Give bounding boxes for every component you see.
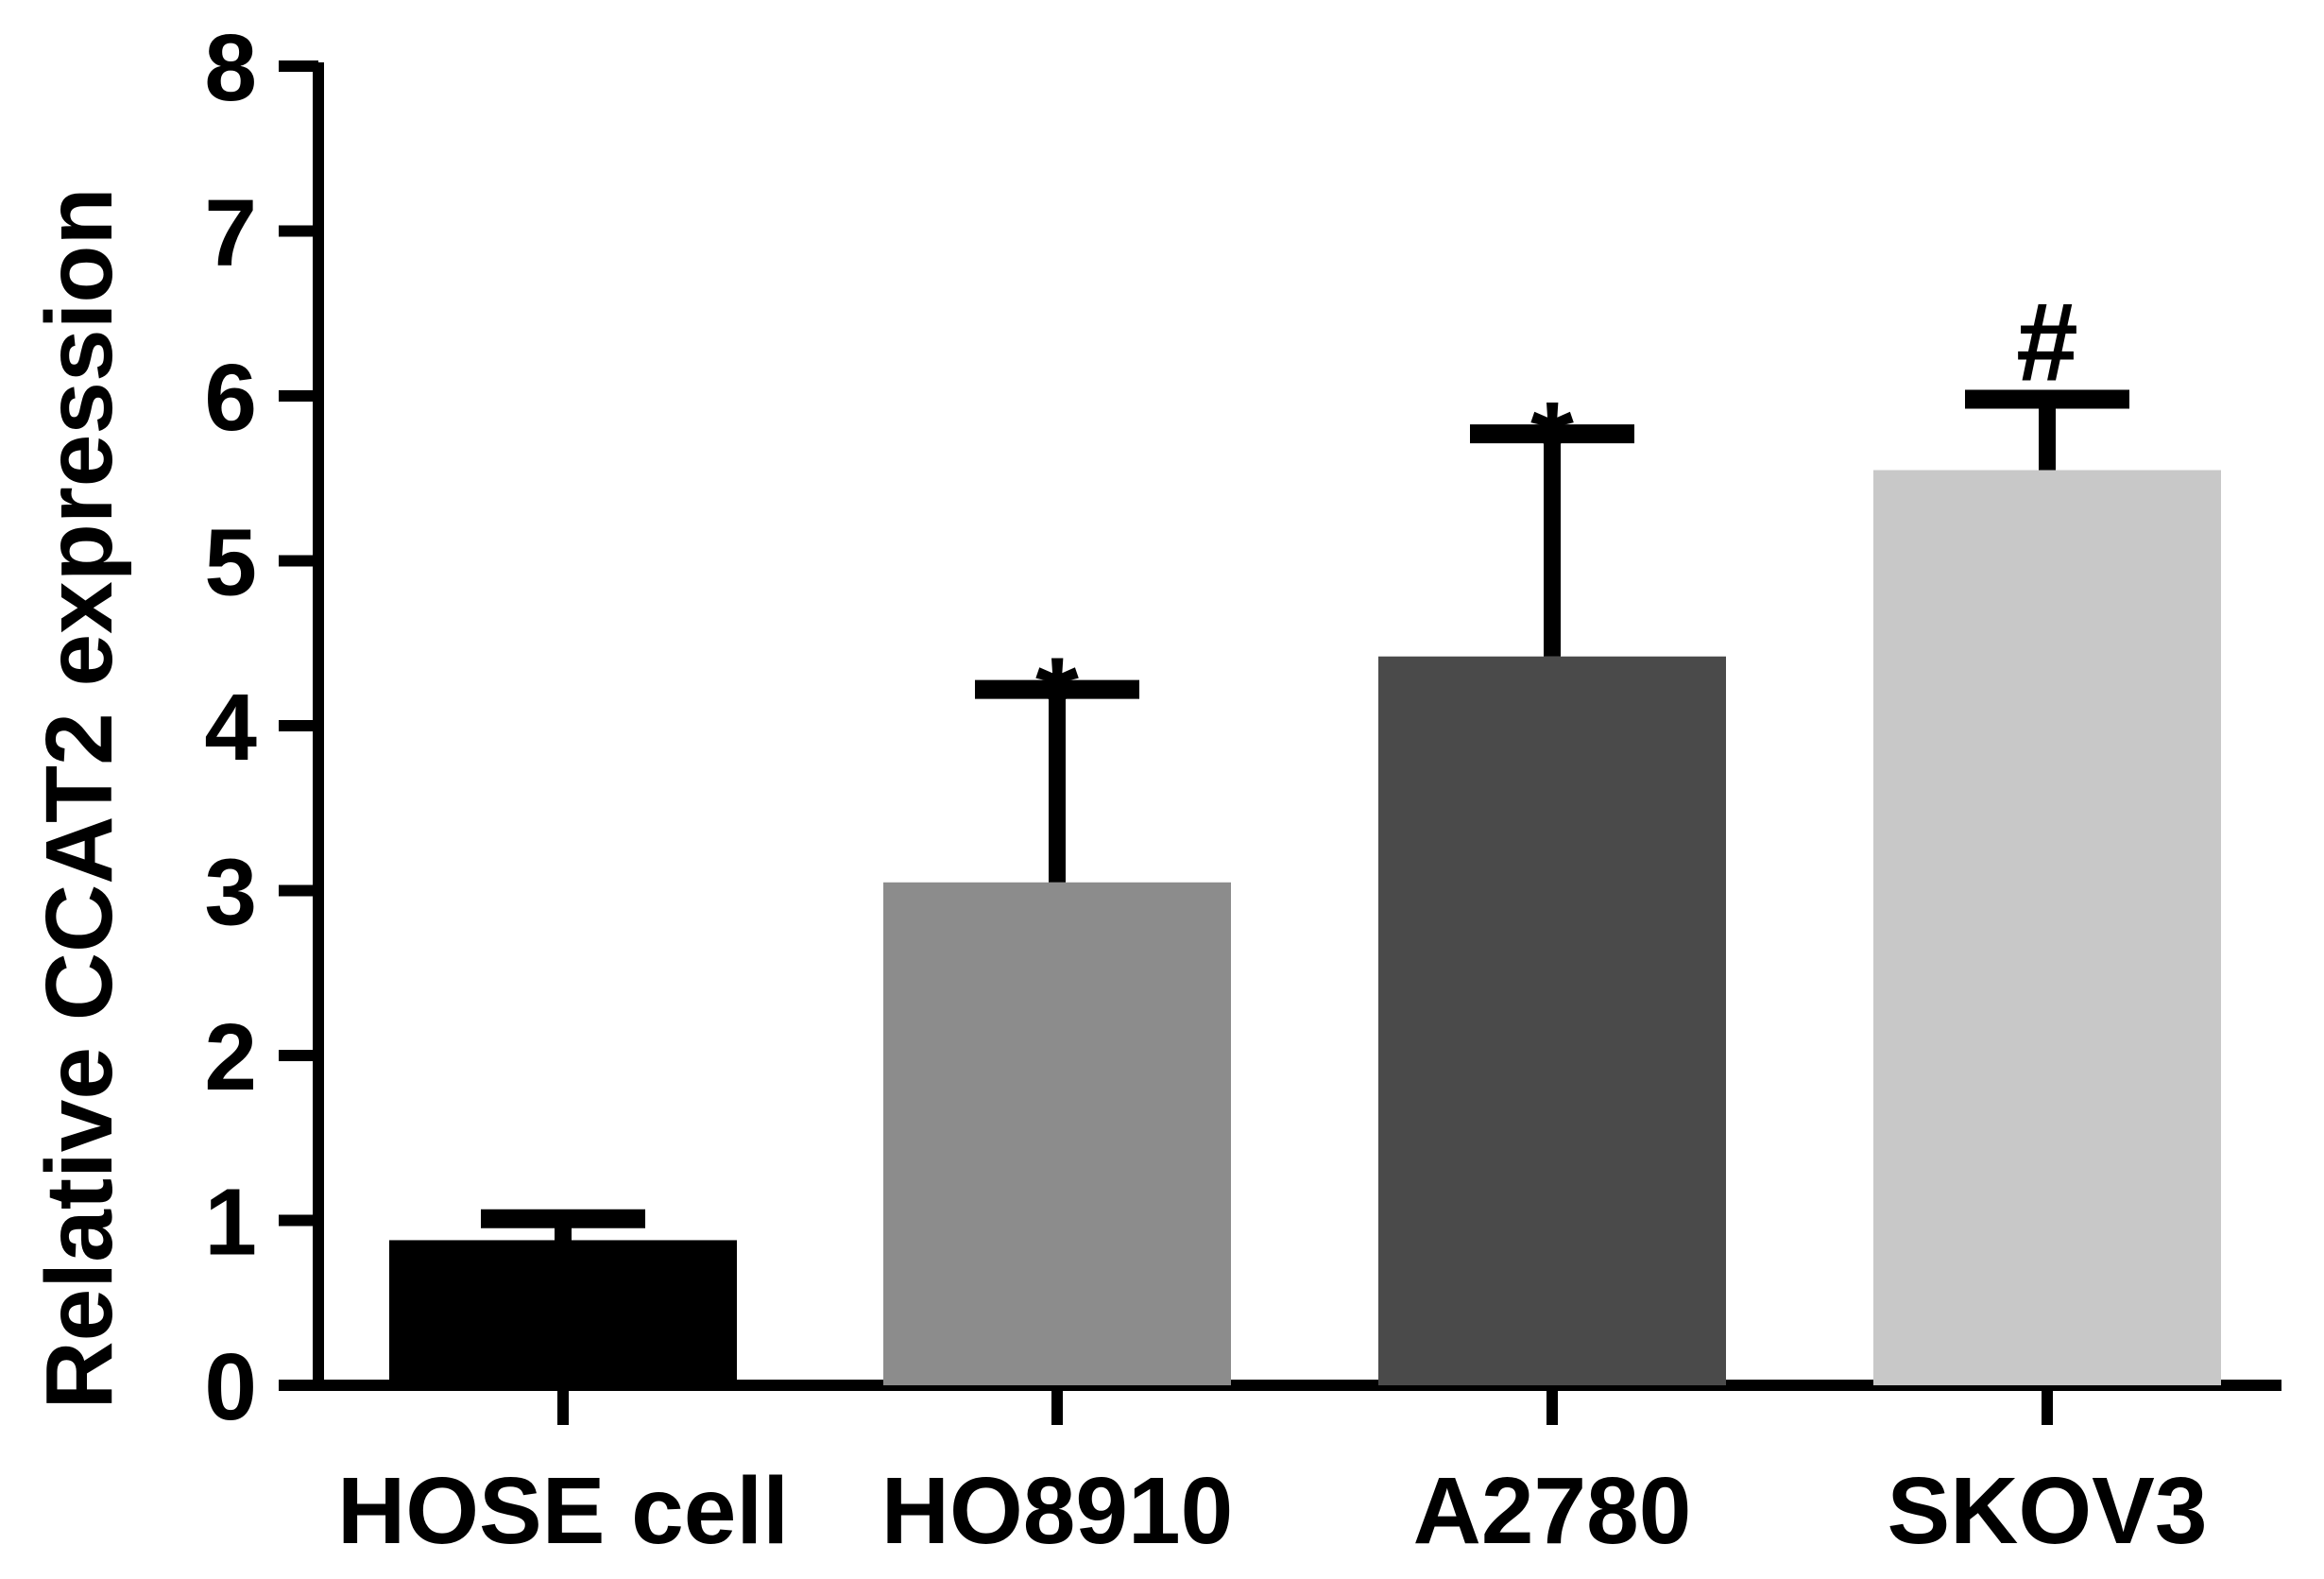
y-tick-label-7: 7	[204, 180, 257, 286]
bar-1	[883, 882, 1231, 1385]
y-tick-label-4: 4	[204, 675, 257, 781]
significance-mark-3: #	[2016, 280, 2078, 404]
significance-mark-1: *	[1035, 635, 1079, 760]
category-label-2: A2780	[1413, 1458, 1692, 1564]
significance-mark-2: *	[1530, 379, 1574, 504]
bar-2	[1378, 656, 1726, 1385]
category-label-0: HOSE cell	[337, 1458, 789, 1564]
labels: Relative CCAT2 expression HOSE cell HO8910…	[26, 187, 2208, 1564]
y-tick-label-0: 0	[204, 1334, 257, 1440]
y-axis-title: Relative CCAT2 expression	[26, 187, 132, 1409]
category-label-1: HO8910	[881, 1458, 1233, 1564]
y-tick-label-1: 1	[204, 1170, 257, 1276]
bars	[389, 470, 2221, 1385]
y-tick-label-3: 3	[204, 840, 257, 946]
category-label-3: SKOV3	[1887, 1458, 2207, 1564]
y-tick-label-2: 2	[204, 1004, 257, 1110]
error-bars	[481, 389, 2129, 1241]
y-tick-label-6: 6	[204, 345, 257, 451]
bar-0	[389, 1240, 737, 1385]
y-tick-label-5: 5	[204, 510, 257, 616]
bar-3	[1873, 470, 2221, 1385]
y-tick-label-8: 8	[204, 15, 257, 121]
